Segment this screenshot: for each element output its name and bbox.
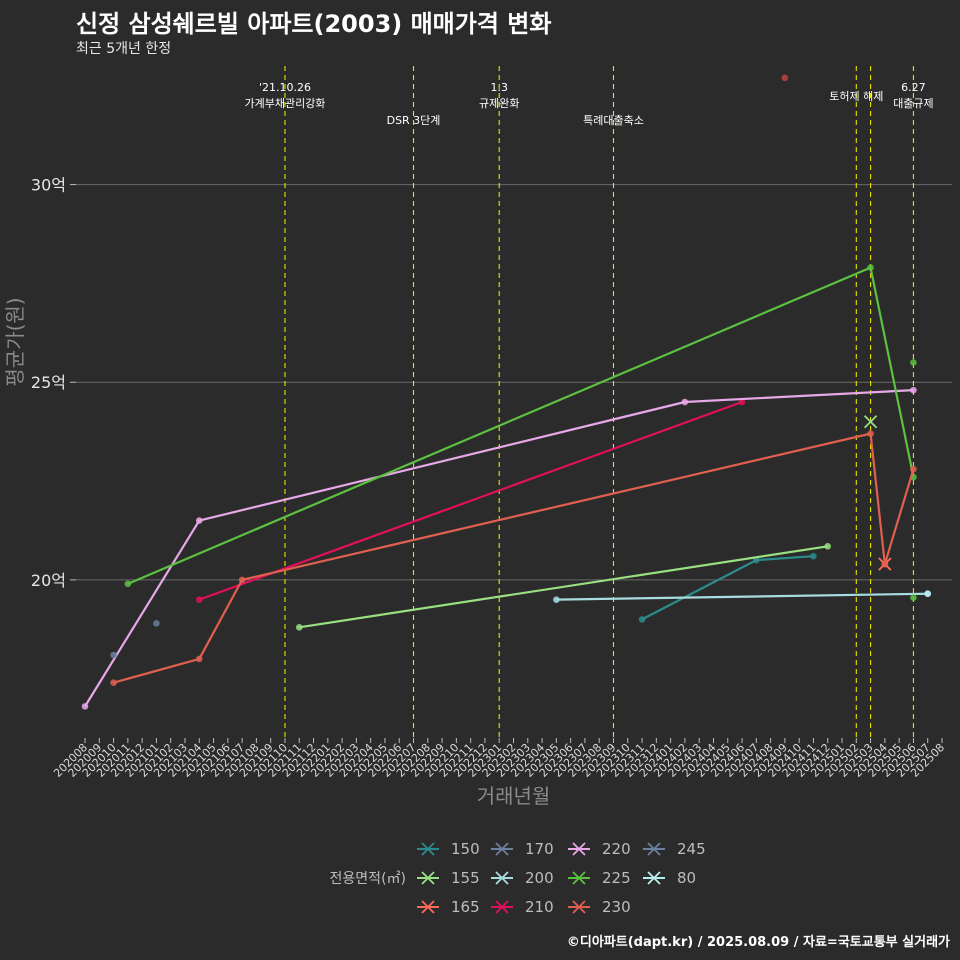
series-line-210 bbox=[198, 400, 743, 601]
event-label: 6.27 bbox=[901, 81, 926, 94]
legend-label: 170 bbox=[525, 840, 554, 858]
legend-label: 210 bbox=[525, 898, 554, 916]
legend-label: 200 bbox=[525, 869, 554, 887]
legend-label: 230 bbox=[602, 898, 631, 916]
data-point-230 bbox=[910, 465, 917, 473]
legend-key-marker bbox=[495, 842, 509, 856]
series-line-220 bbox=[84, 389, 914, 707]
y-tick-label: 20억 bbox=[31, 571, 66, 590]
data-point-155 bbox=[295, 624, 303, 631]
data-point-200 bbox=[553, 596, 560, 603]
y-axis-title: 평균가(원) bbox=[3, 297, 27, 386]
event-label: 가계부채관리강화 bbox=[244, 97, 325, 110]
data-point-80 bbox=[924, 590, 932, 598]
data-point-220 bbox=[195, 517, 203, 524]
data-point-extra bbox=[910, 359, 917, 366]
legend-label: 155 bbox=[451, 869, 480, 887]
data-point-extra bbox=[781, 74, 789, 82]
series-line-200 bbox=[556, 592, 928, 601]
series-line-225 bbox=[127, 266, 915, 585]
data-point-150 bbox=[638, 616, 646, 623]
y-tick-label: 30억 bbox=[31, 176, 66, 195]
event-label: 특례대출축소 bbox=[583, 114, 644, 127]
series-layer bbox=[81, 74, 932, 710]
series-line-155 bbox=[299, 545, 828, 629]
data-point-245 bbox=[110, 651, 117, 659]
legend-key-marker bbox=[495, 871, 509, 885]
cross-marker-155 bbox=[863, 415, 878, 429]
legend-key-marker bbox=[495, 900, 509, 914]
data-point-220 bbox=[681, 398, 689, 406]
event-label: 대출규제 bbox=[893, 97, 933, 110]
legend-label: 225 bbox=[602, 869, 631, 887]
event-label: 규제완화 bbox=[479, 97, 519, 110]
data-point-230 bbox=[881, 560, 889, 568]
legend-key-marker bbox=[647, 871, 661, 885]
series-line-230 bbox=[113, 432, 915, 684]
data-point-220 bbox=[81, 703, 89, 710]
source-caption: ©디아파트(dapt.kr) / 2025.08.09 / 자료=국토교통부 실… bbox=[566, 935, 950, 950]
legend-key-marker bbox=[572, 871, 586, 885]
legend-key-marker bbox=[572, 842, 586, 856]
data-point-extra bbox=[910, 594, 917, 601]
legend-label: 150 bbox=[451, 840, 480, 858]
legend-label: 80 bbox=[677, 869, 696, 887]
axis-layer: 20억25억30억2020082020092020102020112020122… bbox=[3, 176, 947, 808]
data-point-210 bbox=[195, 596, 203, 603]
event-label: DSR 3단계 bbox=[387, 114, 441, 127]
legend-label: 245 bbox=[677, 840, 706, 858]
data-point-170 bbox=[153, 620, 160, 627]
data-point-155 bbox=[824, 542, 832, 550]
chart-title: 신정 삼성쉐르빌 아파트(2003) 매매가격 변화 bbox=[76, 10, 552, 38]
data-point-150 bbox=[810, 552, 817, 560]
data-point-225 bbox=[124, 580, 132, 588]
data-point-230 bbox=[195, 655, 203, 663]
legend-key-marker bbox=[421, 900, 435, 914]
data-point-230 bbox=[110, 679, 117, 686]
grid-layer bbox=[76, 184, 952, 581]
legend-key-marker bbox=[572, 900, 586, 914]
event-label: '21.10.26 bbox=[259, 81, 311, 94]
legend-title: 전용면적(㎡) bbox=[330, 871, 406, 887]
series-line-150 bbox=[641, 555, 814, 621]
data-point-230 bbox=[867, 430, 874, 437]
data-point-220 bbox=[910, 386, 917, 394]
data-point-230 bbox=[238, 576, 246, 584]
legend-key-marker bbox=[421, 842, 435, 856]
event-label: 1.3 bbox=[490, 81, 508, 94]
y-tick-label: 25억 bbox=[31, 373, 66, 392]
legend-key-marker bbox=[647, 842, 661, 856]
chart-subtitle: 최근 5개년 한정 bbox=[76, 41, 172, 57]
legend-label: 165 bbox=[451, 898, 480, 916]
legend-key-marker bbox=[421, 871, 435, 885]
legend: 전용면적(㎡) 150 155 165 170 200 210 220 225 230 245 80 bbox=[330, 840, 706, 916]
data-point-210 bbox=[738, 398, 746, 406]
event-label: 토허제 해제 bbox=[829, 89, 883, 103]
x-axis-title: 거래년월 bbox=[477, 784, 551, 808]
legend-label: 220 bbox=[602, 840, 631, 858]
data-point-225 bbox=[867, 264, 874, 271]
